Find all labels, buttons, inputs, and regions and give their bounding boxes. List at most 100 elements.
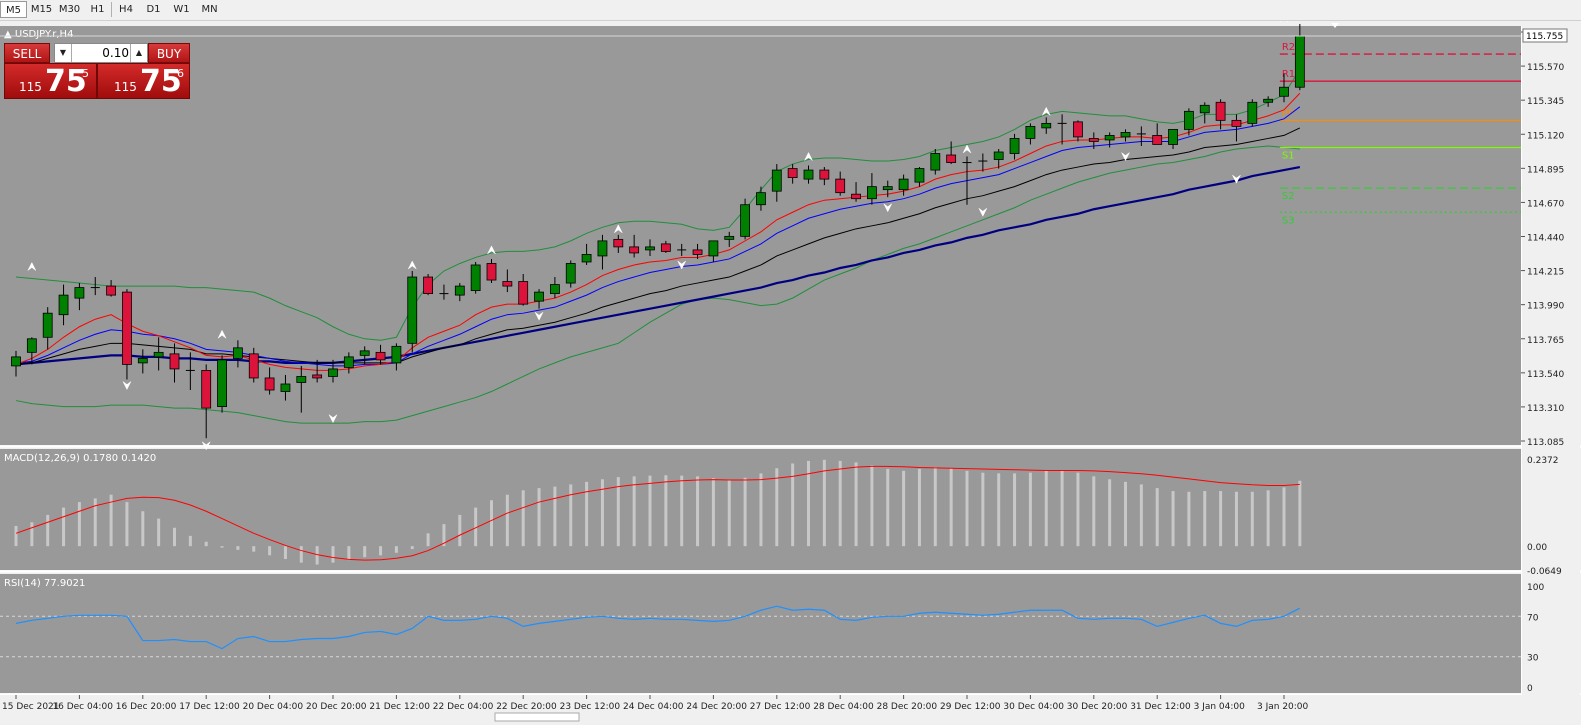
lot-size-value[interactable]: 0.10 — [102, 46, 129, 60]
macd-histogram-bar — [458, 514, 462, 547]
candle-body — [882, 186, 893, 191]
price-tick-label-3: 115.120 — [1527, 131, 1564, 141]
candle — [898, 174, 909, 196]
moving-average-long-line — [15, 165, 1301, 366]
candle — [296, 365, 307, 413]
macd-histogram-bar — [886, 468, 890, 547]
macd-histogram-bar — [600, 479, 604, 547]
candle-body — [930, 153, 941, 171]
macd-histogram-bar — [521, 490, 525, 547]
candle — [1247, 99, 1258, 127]
fractal-up-arrow-icon — [1279, 21, 1289, 23]
timeframe-toolbar: M5 M15 M30 H1 H4 D1 W1 MN — [0, 0, 1581, 21]
price-tick-label-5: 114.670 — [1527, 199, 1564, 209]
time-tick-label-10: 24 Dec 04:00 — [623, 702, 684, 712]
timeframe-mn[interactable]: MN — [201, 4, 218, 15]
price-tick-label-9: 113.765 — [1527, 336, 1564, 346]
candle — [486, 258, 497, 284]
candle-body — [169, 353, 180, 370]
candle — [581, 243, 592, 265]
candle-body — [740, 204, 750, 237]
candle-body — [518, 281, 529, 305]
buy-button[interactable]: BUY — [148, 43, 190, 63]
candle-body — [708, 240, 719, 257]
candle-body — [470, 264, 481, 291]
macd-histogram-bar — [664, 475, 668, 547]
macd-histogram-bar — [981, 472, 985, 547]
timeframe-m5[interactable]: M5 — [0, 1, 27, 18]
lot-size-field[interactable]: ▼ 0.10 ▲ — [54, 43, 148, 63]
candle — [771, 164, 782, 202]
macd-histogram-bar — [93, 498, 97, 547]
candle — [502, 269, 513, 293]
candle-body — [343, 356, 354, 368]
candle-body — [1168, 128, 1178, 145]
macd-histogram-bar — [933, 467, 937, 547]
price-axis-background — [1522, 21, 1580, 725]
candle-body — [565, 263, 576, 284]
timeframe-w1[interactable]: W1 — [173, 4, 190, 15]
rsi-line — [15, 605, 1301, 650]
fractal-down-arrow-icon — [328, 414, 338, 424]
candle-body — [42, 312, 53, 338]
timeframe-m30[interactable]: M30 — [58, 4, 81, 15]
candle-body — [1025, 125, 1036, 139]
sell-button[interactable]: SELL — [4, 43, 50, 63]
fractal-down-arrow-icon — [978, 208, 988, 217]
macd-histogram-bar — [822, 459, 826, 547]
macd-histogram-bar — [379, 546, 383, 556]
candle-body — [1104, 135, 1115, 141]
time-tick-label-4: 20 Dec 04:00 — [243, 702, 304, 712]
candle — [660, 240, 671, 253]
candle-body — [1263, 98, 1274, 103]
timeframe-m15[interactable]: M15 — [30, 4, 53, 15]
candle — [613, 234, 624, 253]
lot-decrease-arrow-icon[interactable]: ▼ — [55, 44, 72, 62]
time-tick-label-2: 16 Dec 20:00 — [116, 702, 177, 712]
candle-body — [106, 285, 116, 296]
candle — [692, 243, 703, 259]
candle — [882, 180, 893, 198]
macd-histogram-bar — [394, 546, 398, 553]
candle — [914, 167, 925, 187]
macd-histogram-bar — [902, 470, 906, 547]
macd-histogram-bar — [109, 494, 113, 547]
buy-price-prefix: 115 — [114, 80, 137, 94]
macd-histogram-bar — [537, 488, 541, 547]
candle — [756, 186, 766, 211]
macd-histogram-bar — [632, 476, 636, 547]
candle — [74, 283, 85, 311]
candle — [819, 167, 830, 186]
candle-body — [898, 178, 909, 191]
fractal-down-arrow-icon — [534, 311, 544, 321]
candle — [1088, 132, 1099, 149]
macd-axis-label-1: 0.00 — [1527, 543, 1547, 553]
timeframe-d1[interactable]: D1 — [146, 4, 161, 15]
candle — [106, 280, 116, 297]
candle — [677, 243, 687, 256]
macd-histogram-bar — [775, 468, 779, 547]
candle-body — [756, 192, 766, 206]
candle-body — [296, 376, 307, 383]
timeframe-h4[interactable]: H4 — [119, 4, 133, 15]
macd-histogram-bar — [125, 502, 129, 547]
time-tick-label-12: 27 Dec 12:00 — [750, 702, 811, 712]
moving-average-mid-line — [15, 106, 1301, 367]
candle-body — [534, 291, 544, 302]
lot-increase-arrow-icon[interactable]: ▲ — [130, 44, 147, 62]
candle-body — [1152, 135, 1163, 145]
timeframe-h1[interactable]: H1 — [90, 4, 105, 15]
macd-histogram-bar — [442, 524, 446, 547]
chart-area[interactable]: ▲ USDJPY.r,H4 MACD(12,26,9) 0.1780 0.1420… — [0, 21, 1581, 725]
pivot-label-r1: R1 — [1282, 69, 1295, 80]
buy-price-box[interactable]: 115 75 6 — [97, 63, 190, 99]
rsi-pane — [0, 574, 1521, 693]
sell-price-box[interactable]: 115 75 5 — [4, 63, 97, 99]
candle-body — [359, 350, 370, 356]
candle — [1025, 123, 1036, 145]
candle — [1073, 120, 1083, 142]
macd-histogram-bar — [1266, 490, 1270, 547]
time-tick-label-0: 15 Dec 2021 — [2, 702, 60, 712]
candle-body — [1199, 104, 1210, 114]
candle-body — [1279, 86, 1289, 97]
